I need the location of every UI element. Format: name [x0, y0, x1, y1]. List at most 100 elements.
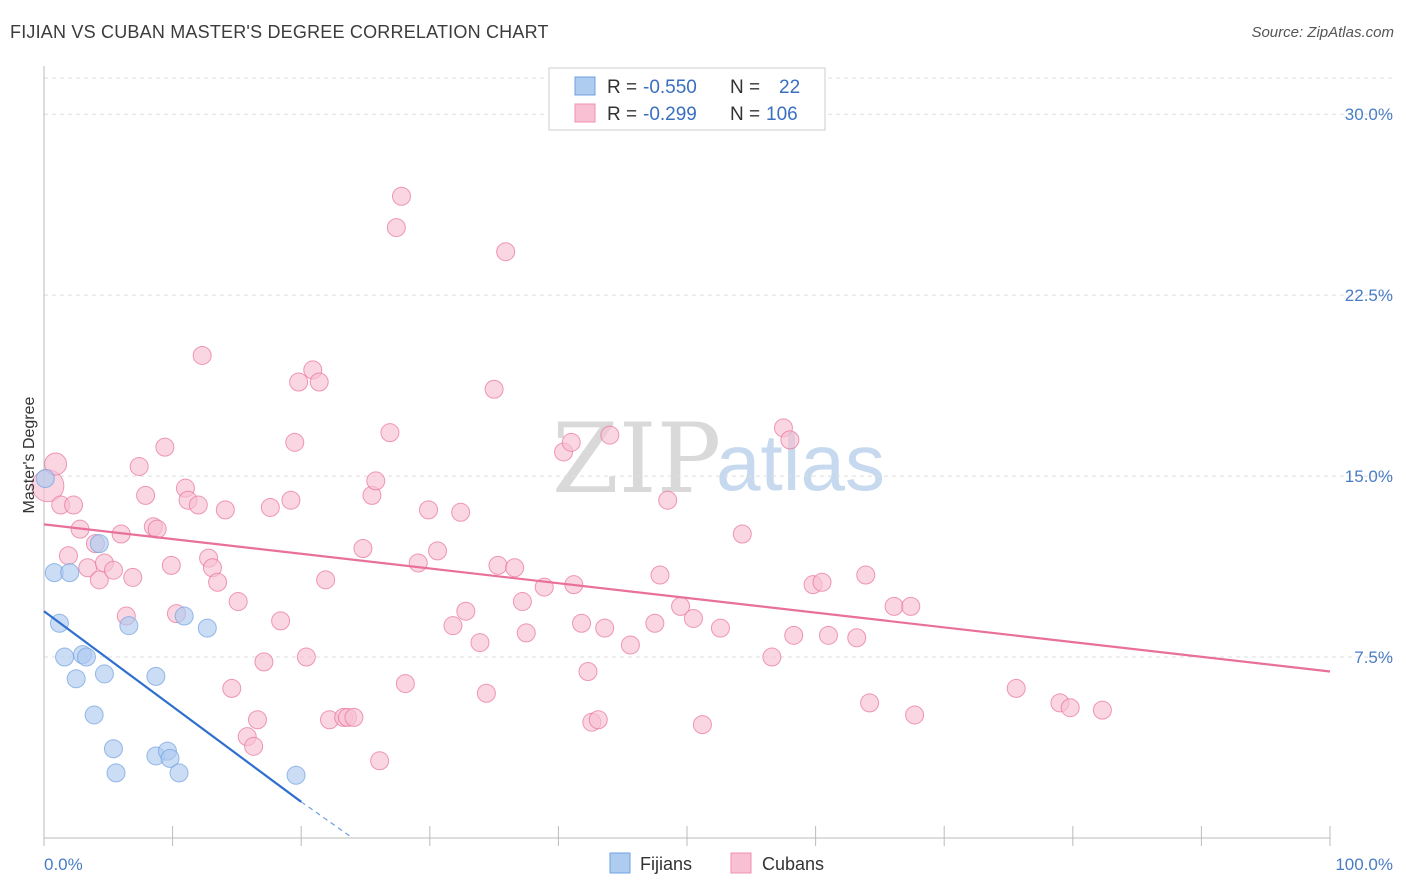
legend-cubans-r-value: -0.299	[643, 104, 697, 125]
fijians-trend-line	[43, 610, 302, 803]
correlation-legend: R = -0.550 N = 22 R = -0.299 N = 106	[548, 67, 826, 131]
fijians-point	[197, 618, 217, 638]
cubans-point	[192, 345, 212, 365]
cubans-point	[64, 495, 84, 515]
cubans-point	[516, 623, 536, 643]
cubans-point	[1092, 700, 1112, 720]
cubans-point	[650, 565, 670, 585]
fijians-point	[146, 666, 166, 686]
y-axis-label: Master's Degree	[21, 396, 38, 513]
cubans-point	[451, 502, 471, 522]
cubans-point	[512, 592, 532, 612]
y-tick-label: 30.0%	[1345, 105, 1393, 124]
cubans-legend-swatch	[730, 852, 752, 874]
cubans-point	[578, 662, 598, 682]
fijians-point	[119, 616, 139, 636]
cubans-point	[316, 570, 336, 590]
legend-cubans-n-label: N =	[730, 104, 760, 125]
watermark: ZIP atlas	[552, 403, 885, 515]
cubans-point	[103, 560, 123, 580]
cubans-point	[353, 538, 373, 558]
cubans-point	[155, 437, 175, 457]
fijians-point	[76, 647, 96, 667]
cubans-point	[129, 456, 149, 476]
cubans-point	[188, 495, 208, 515]
cubans-point	[222, 678, 242, 698]
fijians-point	[174, 606, 194, 626]
legend-fijians-r-label: R =	[607, 77, 637, 98]
fijians-point	[35, 469, 55, 489]
x-tick-label: 100.0%	[1335, 855, 1393, 874]
watermark-zip-text: ZIP	[552, 403, 721, 515]
cubans-point	[136, 485, 156, 505]
cubans-point	[285, 432, 305, 452]
legend-fijians-n-value: 22	[779, 77, 800, 98]
y-tick-label: 15.0%	[1345, 467, 1393, 486]
cubans-point	[215, 500, 235, 520]
gridlines	[44, 77, 1395, 658]
cubans-point	[901, 596, 921, 616]
fijians-trend-extension	[300, 801, 353, 839]
fijians-legend-label: Fijians	[640, 854, 692, 874]
cubans-point	[456, 601, 476, 621]
cubans-point	[884, 596, 904, 616]
fijians-point	[286, 765, 306, 785]
cubans-point	[470, 633, 490, 653]
cubans-point	[260, 497, 280, 517]
y-tick-label: 22.5%	[1345, 286, 1393, 305]
cubans-point	[496, 242, 516, 262]
cubans-point	[484, 379, 504, 399]
cubans-point	[428, 541, 448, 561]
trend-lines	[43, 523, 1331, 839]
cubans-point	[620, 635, 640, 655]
fijians-point	[66, 669, 86, 689]
cubans-point	[818, 625, 838, 645]
cubans-point	[784, 625, 804, 645]
cubans-point	[692, 715, 712, 735]
cubans-point	[443, 616, 463, 636]
fijians-point	[60, 563, 80, 583]
fijians-point	[160, 748, 180, 768]
cubans-point	[860, 693, 880, 713]
cubans-point	[658, 490, 678, 510]
cubans-point	[1006, 678, 1026, 698]
cubans-point	[244, 736, 264, 756]
legend-cubans-r-label: R =	[607, 104, 637, 125]
legend-fijians-swatch	[574, 76, 596, 96]
fijians-point	[84, 705, 104, 725]
cubans-point	[600, 425, 620, 445]
fijians-point	[103, 739, 123, 759]
cubans-point	[208, 572, 228, 592]
cubans-point	[588, 710, 608, 730]
cubans-point	[419, 500, 439, 520]
cubans-point	[1060, 698, 1080, 718]
cubans-point	[161, 555, 181, 575]
cubans-point	[386, 218, 406, 238]
cubans-legend-label: Cubans	[762, 854, 824, 874]
cubans-point	[247, 710, 267, 730]
cubans-points	[31, 186, 1112, 771]
cubans-point	[289, 372, 309, 392]
series-legend: Fijians Cubans	[609, 852, 824, 874]
axes: 7.5% 15.0% 22.5% 30.0% 0.0% 100.0%	[43, 66, 1393, 874]
fijians-points	[35, 469, 306, 785]
cubans-point	[296, 647, 316, 667]
cubans-point	[254, 652, 274, 672]
cubans-point	[488, 555, 508, 575]
fijians-point	[169, 763, 189, 783]
cubans-point	[366, 471, 386, 491]
cubans-point	[856, 565, 876, 585]
cubans-point	[309, 372, 329, 392]
cubans-point	[392, 186, 412, 206]
cubans-point	[44, 452, 68, 476]
cubans-point	[271, 611, 291, 631]
cubans-point	[228, 592, 248, 612]
x-tick-label: 0.0%	[44, 855, 83, 874]
cubans-point	[732, 524, 752, 544]
cubans-point	[505, 558, 525, 578]
cubans-point	[710, 618, 730, 638]
cubans-point	[645, 613, 665, 633]
cubans-trend-line	[43, 523, 1331, 673]
fijians-point	[89, 534, 109, 554]
cubans-point	[476, 683, 496, 703]
